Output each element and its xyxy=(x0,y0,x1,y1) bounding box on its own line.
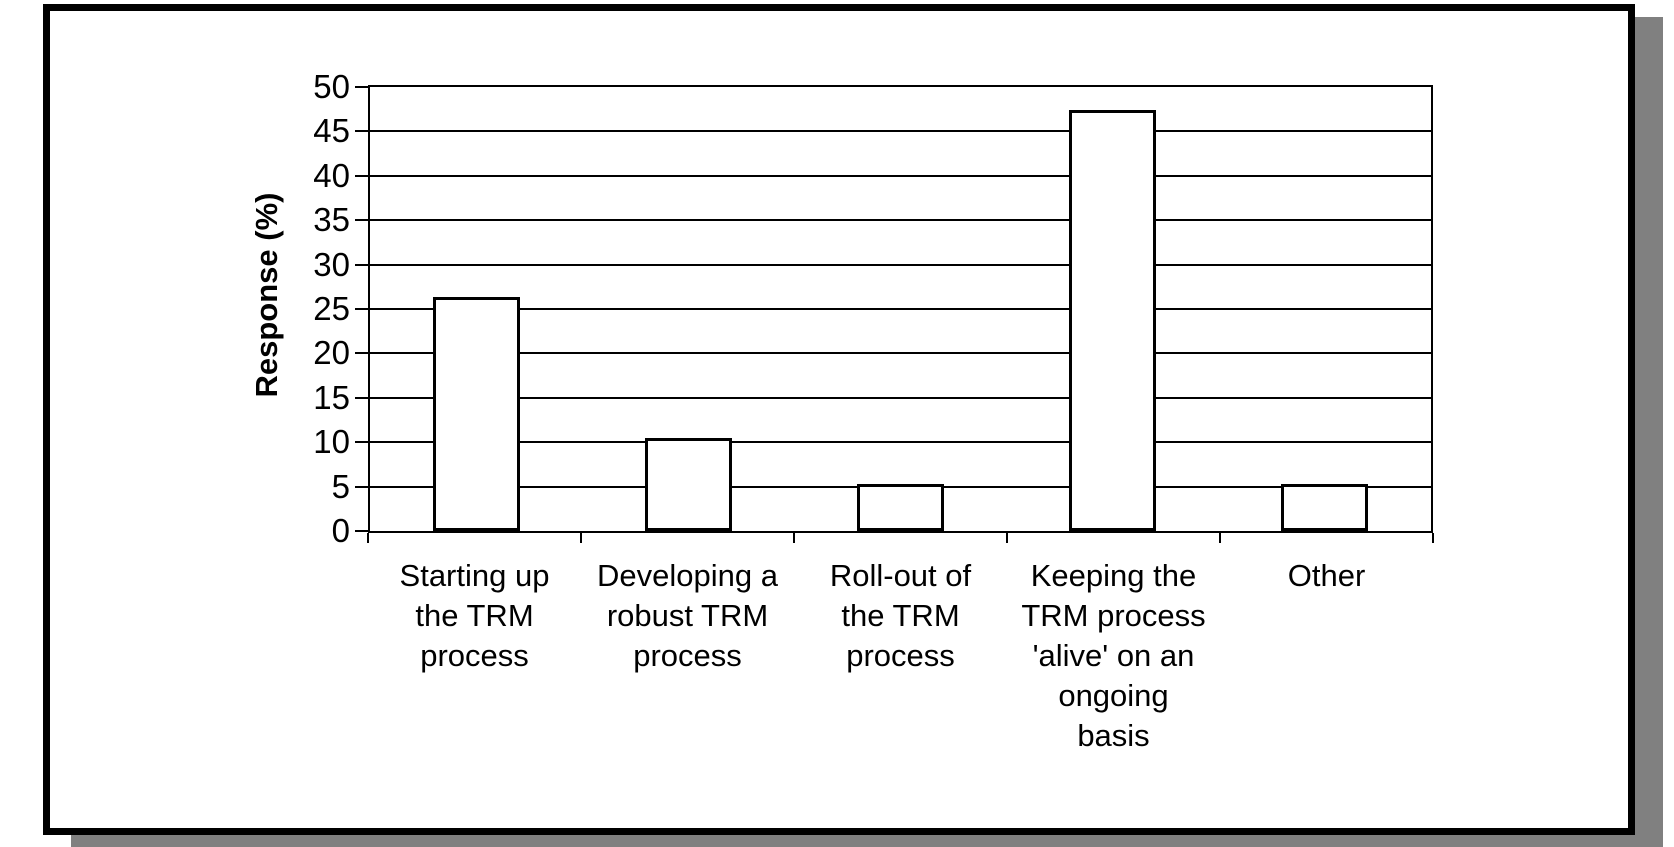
x-tick-mark xyxy=(1432,533,1434,543)
y-tick-label: 45 xyxy=(313,112,350,149)
x-category-label: Roll-out of the TRM process xyxy=(829,558,972,673)
y-tick-mark xyxy=(355,219,368,221)
x-category-label: Keeping the TRM process 'alive' on an on… xyxy=(1021,558,1206,753)
y-tick-mark xyxy=(355,441,368,443)
gridline xyxy=(370,308,1431,310)
gridline xyxy=(370,441,1431,444)
x-category-label: Other xyxy=(1287,558,1366,593)
bar-5 xyxy=(1281,484,1368,531)
y-tick-label: 35 xyxy=(313,201,350,238)
y-tick-label: 0 xyxy=(331,512,350,549)
x-tick-mark xyxy=(1006,533,1008,543)
x-tick-mark xyxy=(793,533,795,543)
bar-4 xyxy=(1069,110,1156,531)
y-tick-mark xyxy=(355,352,368,354)
y-tick-mark xyxy=(355,264,368,266)
y-tick-label: 40 xyxy=(313,157,350,194)
y-tick-mark xyxy=(355,486,368,488)
plot-area xyxy=(368,85,1433,533)
bar-2 xyxy=(645,438,732,531)
gridline xyxy=(370,219,1431,222)
x-tick-mark xyxy=(580,533,582,543)
y-tick-label: 20 xyxy=(313,334,350,371)
y-tick-label: 50 xyxy=(313,68,350,105)
x-tick-mark xyxy=(367,533,369,543)
y-tick-label: 5 xyxy=(331,468,350,505)
y-tick-mark xyxy=(355,175,368,177)
y-tick-label: 15 xyxy=(313,379,350,416)
gridline xyxy=(370,174,1431,177)
gridline xyxy=(370,352,1431,355)
y-tick-mark xyxy=(355,397,368,399)
y-tick-mark xyxy=(355,530,368,532)
y-tick-mark xyxy=(355,308,368,310)
x-category-label: Developing a robust TRM process xyxy=(597,558,778,673)
bar-1 xyxy=(433,297,520,531)
bar-3 xyxy=(857,484,944,531)
gridline xyxy=(370,396,1431,399)
gridline xyxy=(370,263,1431,266)
y-tick-mark xyxy=(355,86,368,88)
y-tick-mark xyxy=(355,130,368,132)
gridline xyxy=(370,130,1431,133)
y-tick-label: 25 xyxy=(313,290,350,327)
y-tick-label: 10 xyxy=(313,423,350,460)
y-tick-label: 30 xyxy=(313,246,350,283)
x-category-label: Starting up the TRM process xyxy=(399,558,550,673)
x-tick-mark xyxy=(1219,533,1221,543)
